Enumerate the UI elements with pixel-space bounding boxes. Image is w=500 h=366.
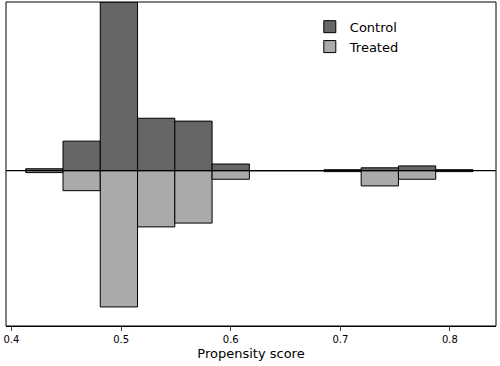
svg-text:Propensity score: Propensity score (197, 346, 304, 361)
svg-text:0.6: 0.6 (223, 334, 239, 345)
svg-text:Treated: Treated (349, 40, 398, 55)
svg-text:0.8: 0.8 (442, 334, 458, 345)
svg-text:0.5: 0.5 (113, 334, 129, 345)
svg-text:0.4: 0.4 (4, 334, 20, 345)
svg-text:0.7: 0.7 (332, 334, 348, 345)
svg-text:Control: Control (350, 20, 397, 35)
